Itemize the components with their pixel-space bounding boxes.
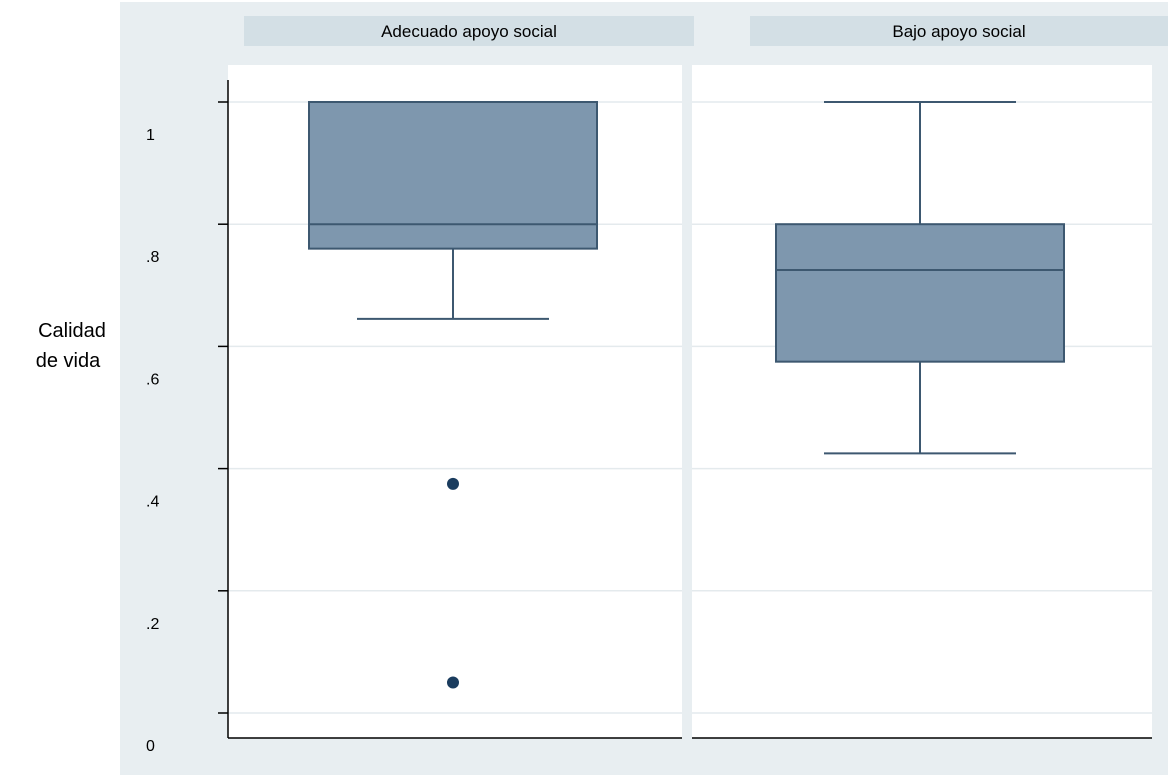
plot-region: [692, 65, 1152, 738]
y-axis-label-line-2: de vida: [36, 350, 101, 372]
y-axis-label-line-1: Calidad: [38, 320, 106, 342]
panel-2: Bajo apoyo social: [692, 16, 1168, 739]
outlier-point: [447, 676, 459, 689]
y-tick-label: 0: [146, 738, 155, 755]
outlier-point: [447, 477, 459, 490]
iqr-box: [308, 101, 598, 250]
panel-strip: [244, 16, 694, 46]
panel-strip-label: Adecuado apoyo social: [381, 22, 557, 41]
panel-strip-label: Bajo apoyo social: [892, 22, 1025, 41]
y-tick-label: .4: [146, 494, 159, 511]
panel-1: Adecuado apoyo social 0 .2 .4 .6 .8 1: [146, 16, 694, 755]
y-tick-label: .2: [146, 616, 159, 633]
panels: Adecuado apoyo social 0 .2 .4 .6 .8 1 Bajo apoy…: [146, 16, 1168, 755]
iqr-box: [775, 223, 1065, 363]
y-tick-label: .6: [146, 371, 159, 388]
y-tick-label: .8: [146, 249, 159, 266]
panel-strip: [750, 16, 1168, 46]
y-tick-label: 1: [146, 127, 155, 144]
